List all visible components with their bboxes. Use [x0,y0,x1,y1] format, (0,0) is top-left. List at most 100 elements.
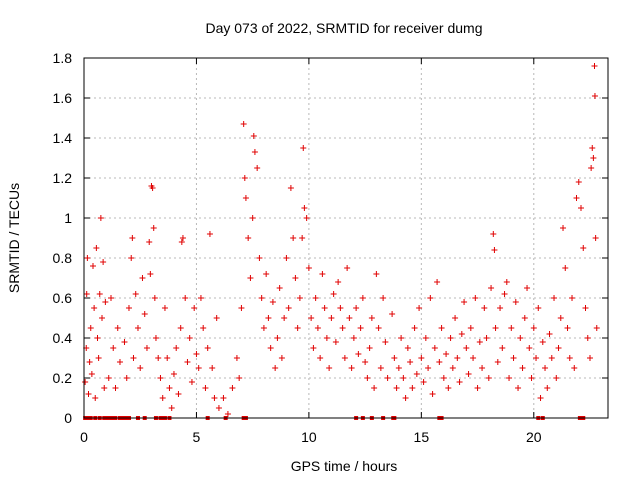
y-tick-label: 1.4 [53,130,73,146]
data-point [178,239,185,245]
data-point [506,375,513,381]
data-point [553,375,560,381]
data-point [88,371,95,377]
data-point [467,325,474,331]
data-point [569,295,576,301]
data-point [503,279,510,285]
data-point [422,335,429,341]
data-point [317,355,324,361]
data-point [182,295,189,301]
data-point [335,279,342,285]
data-point [100,259,107,265]
data-point [515,385,522,391]
data-point [425,365,432,371]
x-axis-label: GPS time / hours [291,458,398,474]
data-point [393,385,400,391]
data-point [292,275,299,281]
data-point [229,385,236,391]
data-point [590,155,597,161]
data-point [546,331,553,337]
data-point [179,235,186,241]
data-point [151,295,158,301]
y-tick-label: 1 [64,210,72,226]
data-point [580,245,587,251]
chart-gridlines [84,58,608,418]
data-point [130,355,137,361]
data-point [116,359,123,365]
data-point [147,271,154,277]
x-tick-label: 10 [301,429,317,445]
data-point [260,325,267,331]
data-point [494,359,501,365]
data-point [528,375,535,381]
data-point [447,335,454,341]
y-tick-label: 1.6 [53,90,73,106]
data-point [427,295,434,301]
data-point [233,355,240,361]
data-point [321,305,328,311]
data-point [391,355,398,361]
data-point [474,385,481,391]
data-point [283,255,290,261]
data-point [175,391,182,397]
data-point [476,339,483,345]
data-point [524,285,531,291]
data-point [101,385,108,391]
data-point [159,395,166,401]
y-tick-label: 1.8 [53,50,73,66]
data-point [404,345,411,351]
data-point [452,315,459,321]
data-point [155,355,162,361]
data-point [479,365,486,371]
data-point [537,395,544,401]
data-point [191,305,198,311]
data-point [258,295,265,301]
data-point [485,375,492,381]
data-point [431,345,438,351]
y-tick-label: 0.4 [53,330,73,346]
data-point [470,355,477,361]
x-tick-label: 15 [414,429,430,445]
data-point [362,359,369,365]
data-point [357,325,364,331]
data-point [92,395,99,401]
data-point [300,145,307,151]
data-point [197,295,204,301]
data-point [575,179,582,185]
data-point [508,325,515,331]
data-point [139,275,146,281]
data-point [326,365,333,371]
data-point [202,385,209,391]
data-point [591,93,598,99]
data-point [287,185,294,191]
data-point [571,365,578,371]
data-point [164,355,171,361]
data-point [238,305,245,311]
data-point [564,325,571,331]
data-point [89,263,96,269]
data-point [102,299,109,305]
data-point [330,291,337,297]
data-point [97,215,104,221]
data-point [134,325,141,331]
data-point [341,355,348,361]
data-point [555,345,562,351]
x-tick-label: 5 [193,429,201,445]
data-point [465,371,472,377]
data-point [161,305,168,311]
data-point [94,335,101,341]
data-point [591,63,598,69]
data-point [137,365,144,371]
data-point [373,271,380,277]
data-point [456,379,463,385]
data-point [272,365,279,371]
data-point [566,355,573,361]
data-point [168,405,175,411]
chart-title: Day 073 of 2022, SRMTID for receiver dum… [205,20,482,36]
data-point [332,339,339,345]
data-point [263,271,270,277]
y-tick-label: 1.2 [53,170,73,186]
data-point [224,411,231,417]
data-point [492,325,499,331]
